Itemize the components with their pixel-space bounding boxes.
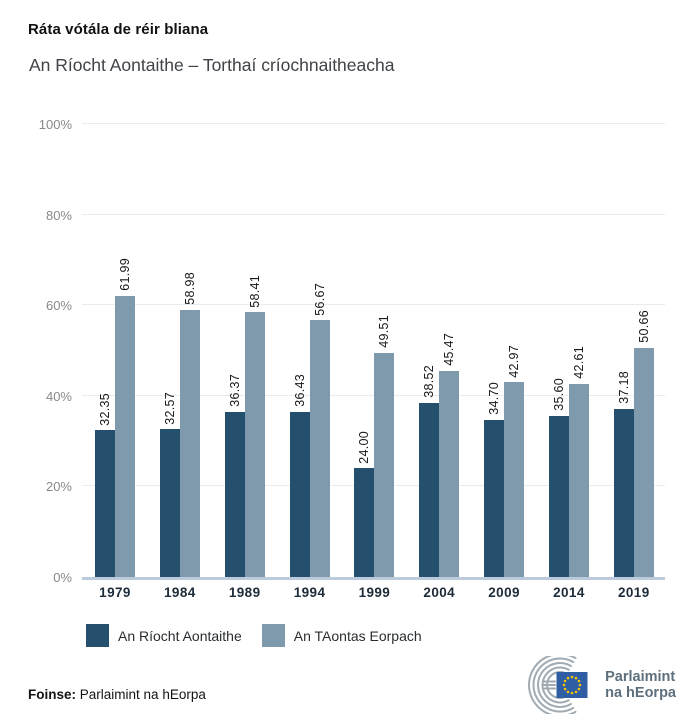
legend-item-uk: An Ríocht Aontaithe xyxy=(86,624,242,647)
legend-swatch-uk xyxy=(86,624,109,647)
x-tick-label-2014: 2014 xyxy=(553,585,585,600)
bar-value-label: 34.70 xyxy=(487,382,502,415)
bar-value-label: 35.60 xyxy=(551,377,566,411)
bar-value-label: 42.97 xyxy=(507,344,522,378)
legend-label-eu: An TAontas Eorpach xyxy=(293,627,422,644)
bar-value-label: 38.52 xyxy=(422,364,437,398)
bar-1984-series1 xyxy=(179,309,200,577)
bar-2004-series1 xyxy=(439,371,460,577)
bar-value-label: 36.43 xyxy=(292,374,307,407)
page-title: Ráta vótála de réir bliana xyxy=(28,21,209,38)
gridline-80% xyxy=(82,213,665,215)
x-tick-label-1979: 1979 xyxy=(99,585,131,600)
bar-value-label: 42.61 xyxy=(571,346,586,379)
bar-1979-series1 xyxy=(115,296,135,577)
source-value: Parlaimint na hEorpa xyxy=(79,687,206,702)
bar-2019-series1 xyxy=(633,347,654,577)
bar-1999-series1 xyxy=(374,352,395,577)
x-tick-label-2019: 2019 xyxy=(617,585,650,600)
bar-1989-series1 xyxy=(244,312,265,577)
y-tick-label: 60% xyxy=(45,298,72,314)
x-tick-label-1999: 1999 xyxy=(358,585,391,600)
gridline-40% xyxy=(82,394,665,396)
bar-value-label: 32.35 xyxy=(98,392,112,426)
bar-1994-series1 xyxy=(309,320,330,577)
y-tick-label: 0% xyxy=(53,570,72,585)
bar-value-label: 56.67 xyxy=(312,282,327,316)
bar-value-label: 50.66 xyxy=(636,309,651,343)
bar-2004-series0 xyxy=(419,402,440,577)
source-text: Foinse: Parlaimint na hEorpa xyxy=(28,687,206,702)
x-tick-label-2009: 2009 xyxy=(488,585,520,600)
logo-wordmark: Parlaimint na hEorpa xyxy=(605,669,676,702)
legend-swatch-eu xyxy=(261,624,285,647)
x-tick-label-1994: 1994 xyxy=(293,585,326,600)
page-subtitle: An Ríocht Aontaithe – Torthaí críochnait… xyxy=(29,55,395,75)
y-tick-label: 100% xyxy=(38,117,72,132)
bar-2009-series1 xyxy=(504,382,525,577)
logo-line1: Parlaimint xyxy=(605,668,676,685)
bar-value-label: 24.00 xyxy=(357,430,372,464)
gridline-100% xyxy=(82,123,665,124)
bar-2009-series0 xyxy=(484,419,505,577)
bar-value-label: 37.18 xyxy=(616,370,631,404)
logo-line2: na hEorpa xyxy=(605,685,676,701)
bar-value-label: 58.41 xyxy=(247,274,262,308)
bar-1994-series0 xyxy=(289,411,310,577)
bar-value-label: 58.98 xyxy=(182,272,197,305)
plot-area: 32.35 61.99 1979 32.57 58.98 1984 36.37 58.41 19… xyxy=(82,123,665,600)
x-tick-label-1984: 1984 xyxy=(164,585,196,600)
y-tick-label: 80% xyxy=(45,207,72,223)
bar-value-label: 36.37 xyxy=(227,374,242,408)
y-tick-label: 40% xyxy=(45,388,72,404)
gridline-60% xyxy=(82,304,665,306)
bar-value-label: 61.99 xyxy=(118,258,132,292)
bar-1979-series0 xyxy=(95,430,115,577)
bar-2014-series0 xyxy=(548,415,569,577)
european-parliament-logo: Parlaimint na hEorpa xyxy=(528,656,676,714)
legend-item-eu: An TAontas Eorpach xyxy=(261,624,422,647)
bar-1984-series0 xyxy=(159,429,180,577)
legend: An Ríocht Aontaithe An TAontas Eorpach xyxy=(86,624,422,647)
bar-1999-series0 xyxy=(354,468,375,577)
bar-value-label: 45.47 xyxy=(442,333,457,367)
y-tick-label: 20% xyxy=(45,479,72,495)
bar-1989-series0 xyxy=(224,412,245,577)
bar-2014-series1 xyxy=(568,383,589,577)
x-tick-label-1989: 1989 xyxy=(228,585,261,600)
source-label: Foinse: xyxy=(28,687,77,702)
bar-2019-series0 xyxy=(613,408,634,577)
bar-value-label: 49.51 xyxy=(377,314,392,348)
parliament-hemicycle-icon xyxy=(528,656,588,714)
y-axis: 0% 20% 40% 60% 80% 100% xyxy=(20,117,72,585)
bar-value-label: 32.57 xyxy=(162,391,177,425)
x-tick-label-2004: 2004 xyxy=(423,585,456,600)
x-axis-baseline xyxy=(82,577,665,580)
legend-label-uk: An Ríocht Aontaithe xyxy=(118,627,242,644)
